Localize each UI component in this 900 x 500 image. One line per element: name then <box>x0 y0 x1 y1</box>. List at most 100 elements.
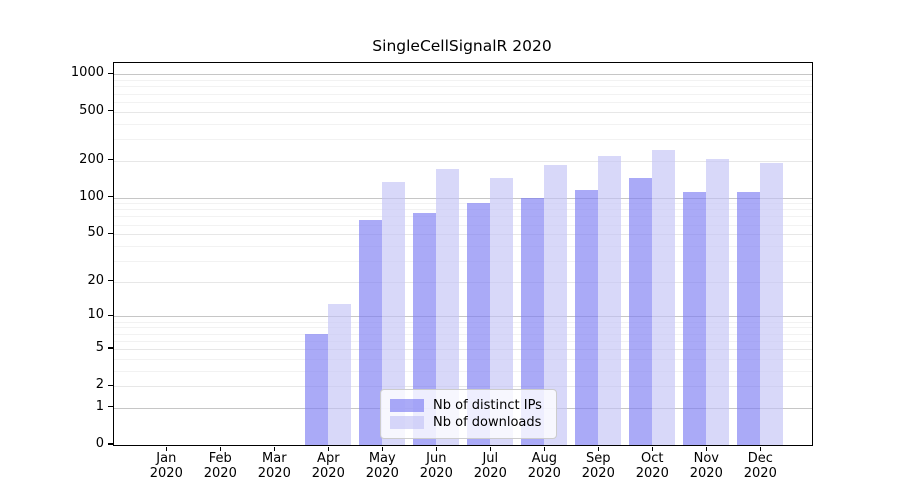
grid-line-7 <box>114 333 812 335</box>
grid-line-800 <box>114 86 812 88</box>
x-tick-label-jun: Jun 2020 <box>409 451 463 481</box>
grid-line-90 <box>114 203 812 205</box>
legend-item-downloads: Nb of downloads <box>390 415 547 430</box>
y-tick-mark-20 <box>108 280 113 282</box>
x-tick-label-mar: Mar 2020 <box>247 451 301 481</box>
x-tick-label-nov: Nov 2020 <box>679 451 733 481</box>
x-tick-mark-jul <box>489 446 491 452</box>
x-tick-month: Aug <box>531 451 557 466</box>
x-tick-month: Jun <box>426 451 447 466</box>
legend-label-downloads: Nb of downloads <box>433 415 542 430</box>
x-tick-month: Jul <box>482 451 499 466</box>
y-tick-label-1000: 1000 <box>70 65 104 81</box>
grid-line-200 <box>114 160 812 162</box>
x-tick-month: Dec <box>747 451 773 466</box>
x-tick-mark-oct <box>651 446 653 452</box>
x-tick-month: Sep <box>586 451 611 466</box>
bar-ips-aug <box>521 197 544 445</box>
grid-line-400 <box>114 123 812 125</box>
grid-line-500 <box>114 111 812 113</box>
legend-swatch-distinct-ips <box>390 399 424 412</box>
x-tick-year: 2020 <box>257 466 291 481</box>
grid-line-900 <box>114 80 812 82</box>
x-tick-label-jan: Jan 2020 <box>139 451 193 481</box>
x-tick-label-apr: Apr 2020 <box>301 451 355 481</box>
y-tick-label-100: 100 <box>79 188 104 204</box>
x-tick-label-oct: Oct 2020 <box>625 451 679 481</box>
grid-line-10 <box>114 316 812 318</box>
grid-line-20 <box>114 281 812 283</box>
x-tick-month: May <box>368 451 396 466</box>
y-tick-mark-2 <box>108 384 113 386</box>
x-tick-label-dec: Dec 2020 <box>733 451 787 481</box>
grid-line-700 <box>114 93 812 95</box>
x-tick-label-jul: Jul 2020 <box>463 451 517 481</box>
y-tick-mark-5 <box>108 347 113 349</box>
bar-downloads-jul <box>490 177 513 445</box>
grid-line-8 <box>114 327 812 329</box>
y-tick-mark-50 <box>108 232 113 234</box>
x-tick-year: 2020 <box>419 466 453 481</box>
y-tick-label-50: 50 <box>87 225 104 241</box>
y-tick-label-0: 0 <box>95 436 104 451</box>
x-tick-month: Apr <box>317 451 340 466</box>
grid-line-300 <box>114 138 812 140</box>
x-tick-year: 2020 <box>203 466 237 481</box>
y-tick-mark-1000 <box>108 72 113 75</box>
y-tick-label-200: 200 <box>79 151 104 167</box>
grid-line-3 <box>114 370 812 372</box>
grid-line-1000 <box>114 74 812 76</box>
bar-ips-nov <box>683 192 706 445</box>
x-tick-year: 2020 <box>311 466 345 481</box>
legend-swatch-downloads <box>390 416 424 429</box>
y-tick-label-500: 500 <box>79 102 104 118</box>
grid-line-100 <box>114 197 812 199</box>
bar-ips-may <box>359 220 382 445</box>
grid-line-6 <box>114 340 812 342</box>
chart-title: SingleCellSignalR 2020 <box>372 37 552 55</box>
y-tick-mark-0 <box>108 443 113 445</box>
plot-area: Nb of distinct IPs Nb of downloads <box>113 62 813 446</box>
bar-downloads-nov <box>706 159 729 445</box>
bar-ips-apr <box>305 333 328 445</box>
y-tick-mark-1 <box>108 406 113 408</box>
x-tick-mark-aug <box>543 446 545 452</box>
bar-downloads-aug <box>544 164 567 445</box>
bar-ips-oct <box>629 178 652 445</box>
grid-line-5 <box>114 348 812 350</box>
x-tick-mark-sep <box>597 446 599 452</box>
grid-line-80 <box>114 209 812 211</box>
x-tick-mark-nov <box>705 446 707 452</box>
bar-downloads-oct <box>652 149 675 445</box>
y-tick-mark-200 <box>108 159 113 161</box>
grid-line-9 <box>114 321 812 323</box>
legend: Nb of distinct IPs Nb of downloads <box>380 389 557 439</box>
grid-line-600 <box>114 101 812 103</box>
x-tick-year: 2020 <box>581 466 615 481</box>
bar-downloads-apr <box>328 303 351 445</box>
x-tick-label-may: May 2020 <box>355 451 409 481</box>
grid-line-70 <box>114 216 812 218</box>
x-tick-label-sep: Sep 2020 <box>571 451 625 481</box>
grid-line-60 <box>114 224 812 226</box>
grid-line-40 <box>114 245 812 247</box>
bar-downloads-may <box>382 181 405 445</box>
y-tick-label-1: 1 <box>95 398 104 414</box>
x-tick-label-aug: Aug 2020 <box>517 451 571 481</box>
x-tick-label-feb: Feb 2020 <box>193 451 247 481</box>
y-tick-label-20: 20 <box>87 272 104 288</box>
x-tick-year: 2020 <box>743 466 777 481</box>
grid-line-30 <box>114 260 812 262</box>
y-tick-label-2: 2 <box>95 377 104 393</box>
y-tick-mark-500 <box>108 110 113 112</box>
bar-downloads-dec <box>760 163 783 445</box>
legend-item-distinct-ips: Nb of distinct IPs <box>390 398 547 413</box>
bar-ips-jun <box>413 212 436 445</box>
x-tick-mark-jun <box>435 446 437 452</box>
x-tick-mark-feb <box>219 446 221 452</box>
x-tick-month: Oct <box>641 451 664 466</box>
bar-ips-jul <box>467 203 490 445</box>
bar-ips-dec <box>737 192 760 445</box>
grid-line-50 <box>114 234 812 236</box>
